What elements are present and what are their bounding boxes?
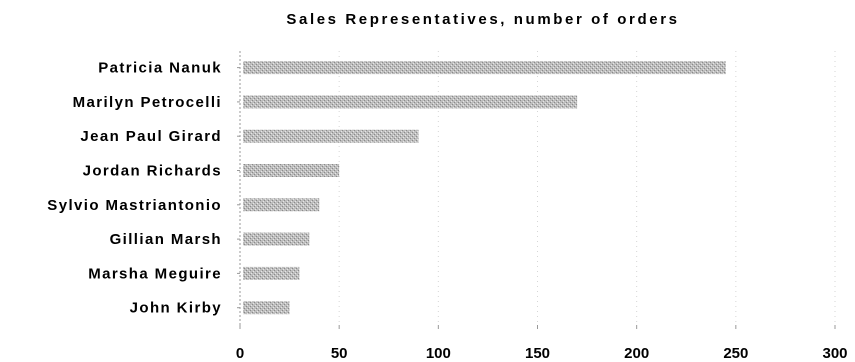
category-label: John Kirby (130, 300, 222, 317)
x-tick-label: 50 (331, 345, 348, 362)
x-tick-label: 300 (822, 345, 847, 362)
bar (243, 301, 290, 315)
bar (243, 129, 419, 143)
category-label: Marilyn Petrocelli (73, 94, 222, 111)
chart-title: Sales Representatives, number of orders (286, 11, 679, 28)
bar (243, 198, 320, 212)
bar (243, 95, 578, 109)
bar (243, 164, 340, 177)
bars (243, 61, 726, 315)
category-label: Sylvio Mastriantonio (47, 197, 222, 214)
category-label: Jordan Richards (83, 163, 222, 180)
bar (243, 61, 726, 75)
bar (243, 266, 300, 280)
x-tick-label: 200 (624, 345, 649, 362)
category-label: Patricia Nanuk (98, 60, 222, 77)
gridlines (338, 51, 836, 325)
category-label: Gillian Marsh (110, 231, 222, 248)
axes (237, 51, 836, 329)
x-tick-label: 250 (723, 345, 748, 362)
bar (243, 232, 310, 246)
x-tick-labels: 0 50 100 150 200 250 300 (236, 345, 848, 362)
category-labels: Patricia Nanuk Marilyn Petrocelli Jean Pau… (47, 60, 222, 317)
category-label: Jean Paul Girard (80, 128, 222, 145)
x-tick-label: 150 (525, 345, 550, 362)
x-tick-label: 0 (236, 345, 244, 362)
category-label: Marsha Meguire (88, 265, 222, 282)
x-tick-label: 100 (426, 345, 451, 362)
